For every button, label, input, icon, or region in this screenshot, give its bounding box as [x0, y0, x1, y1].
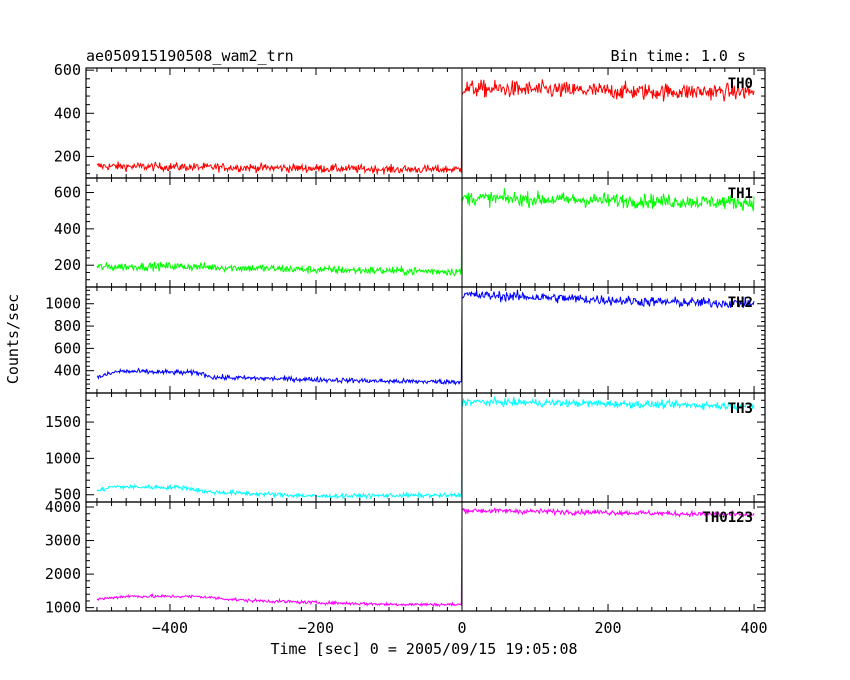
x-tick-label: −200	[298, 619, 334, 637]
y-tick-label: 500	[54, 486, 81, 504]
panel-frame	[85, 501, 766, 612]
x-axis: −400 −200 0 200 400	[152, 619, 768, 637]
panel-frame	[85, 392, 766, 503]
y-tick-label: 1000	[45, 599, 81, 617]
y-tick-label: 2000	[45, 565, 81, 583]
bin-time-label: Bin time: 1.0 s	[611, 47, 746, 65]
x-tick-label: −400	[152, 619, 188, 637]
y-tick-label: 1500	[45, 413, 81, 431]
panel-label: TH0	[728, 76, 753, 92]
x-axis-title: Time [sec] 0 = 2005/09/15 19:05:08	[270, 640, 577, 658]
y-tick-label: 400	[54, 104, 81, 122]
chart-title: ae050915190508_wam2_trn	[86, 47, 294, 65]
panel-th2: 400 600 800 1000 TH2	[45, 286, 766, 394]
x-tick-label: 0	[457, 619, 466, 637]
y-tick-label: 4000	[45, 498, 81, 516]
panel-th0123: 1000 2000 3000 4000 TH0123	[45, 498, 766, 617]
panel-label: TH0123	[702, 510, 753, 526]
series-line-th1	[96, 188, 755, 277]
series-line-th3	[96, 396, 755, 500]
panel-label: TH2	[728, 295, 753, 311]
panel-frame	[85, 67, 766, 179]
y-tick-label: 400	[54, 220, 81, 238]
y-tick-label: 200	[54, 147, 81, 165]
y-tick-label: 600	[54, 339, 81, 357]
panel-label: TH3	[728, 401, 753, 417]
y-tick-label: 200	[54, 256, 81, 274]
y-tick-label: 3000	[45, 532, 81, 550]
y-tick-label: 600	[54, 61, 81, 79]
panel-th0: 200 400 600 TH0	[54, 61, 766, 179]
panel-th3: 500 1000 1500 TH3	[45, 392, 766, 504]
series-line-th2	[96, 289, 755, 386]
y-tick-label: 800	[54, 317, 81, 335]
panel-stack: 200 400 600 TH0 200 400 600 TH1 400 600 800 1000 TH2…	[45, 61, 766, 617]
y-tick-label: 1000	[45, 449, 81, 467]
panel-label: TH1	[728, 186, 753, 202]
x-tick-label: 400	[741, 619, 768, 637]
y-tick-label: 1000	[45, 295, 81, 313]
x-tick-label: 200	[594, 619, 621, 637]
series-line-th0	[96, 79, 755, 175]
y-tick-label: 400	[54, 362, 81, 380]
y-tick-label: 600	[54, 184, 81, 202]
panel-th1: 200 400 600 TH1	[54, 177, 766, 288]
y-axis-title: Counts/sec	[4, 294, 22, 384]
series-line-th0123	[96, 507, 755, 608]
